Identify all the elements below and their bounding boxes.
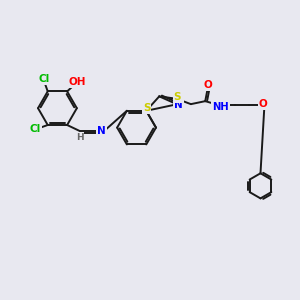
Text: N: N bbox=[97, 126, 106, 136]
Text: O: O bbox=[204, 80, 212, 90]
Text: Cl: Cl bbox=[38, 74, 50, 84]
Text: N: N bbox=[174, 100, 183, 110]
Text: O: O bbox=[259, 99, 268, 110]
Text: Cl: Cl bbox=[30, 124, 41, 134]
Text: OH: OH bbox=[69, 77, 86, 87]
Text: S: S bbox=[143, 103, 151, 113]
Text: H: H bbox=[76, 133, 83, 142]
Text: S: S bbox=[173, 92, 181, 102]
Text: NH: NH bbox=[212, 102, 229, 112]
